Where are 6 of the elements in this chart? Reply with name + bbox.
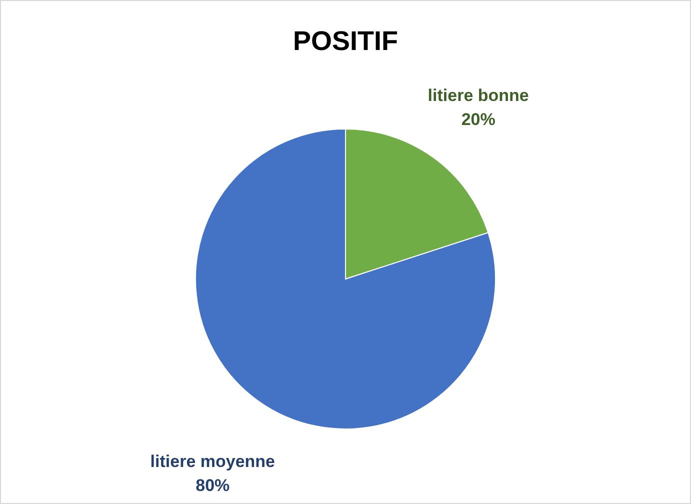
chart-title: POSITIF — [292, 26, 398, 56]
pie-slice — [195, 128, 496, 430]
slice-label: litiere bonne — [428, 86, 529, 106]
data-label: 20% — [461, 110, 496, 130]
data-label: 80% — [196, 476, 230, 495]
slice-label: litiere moyenne — [150, 452, 276, 471]
